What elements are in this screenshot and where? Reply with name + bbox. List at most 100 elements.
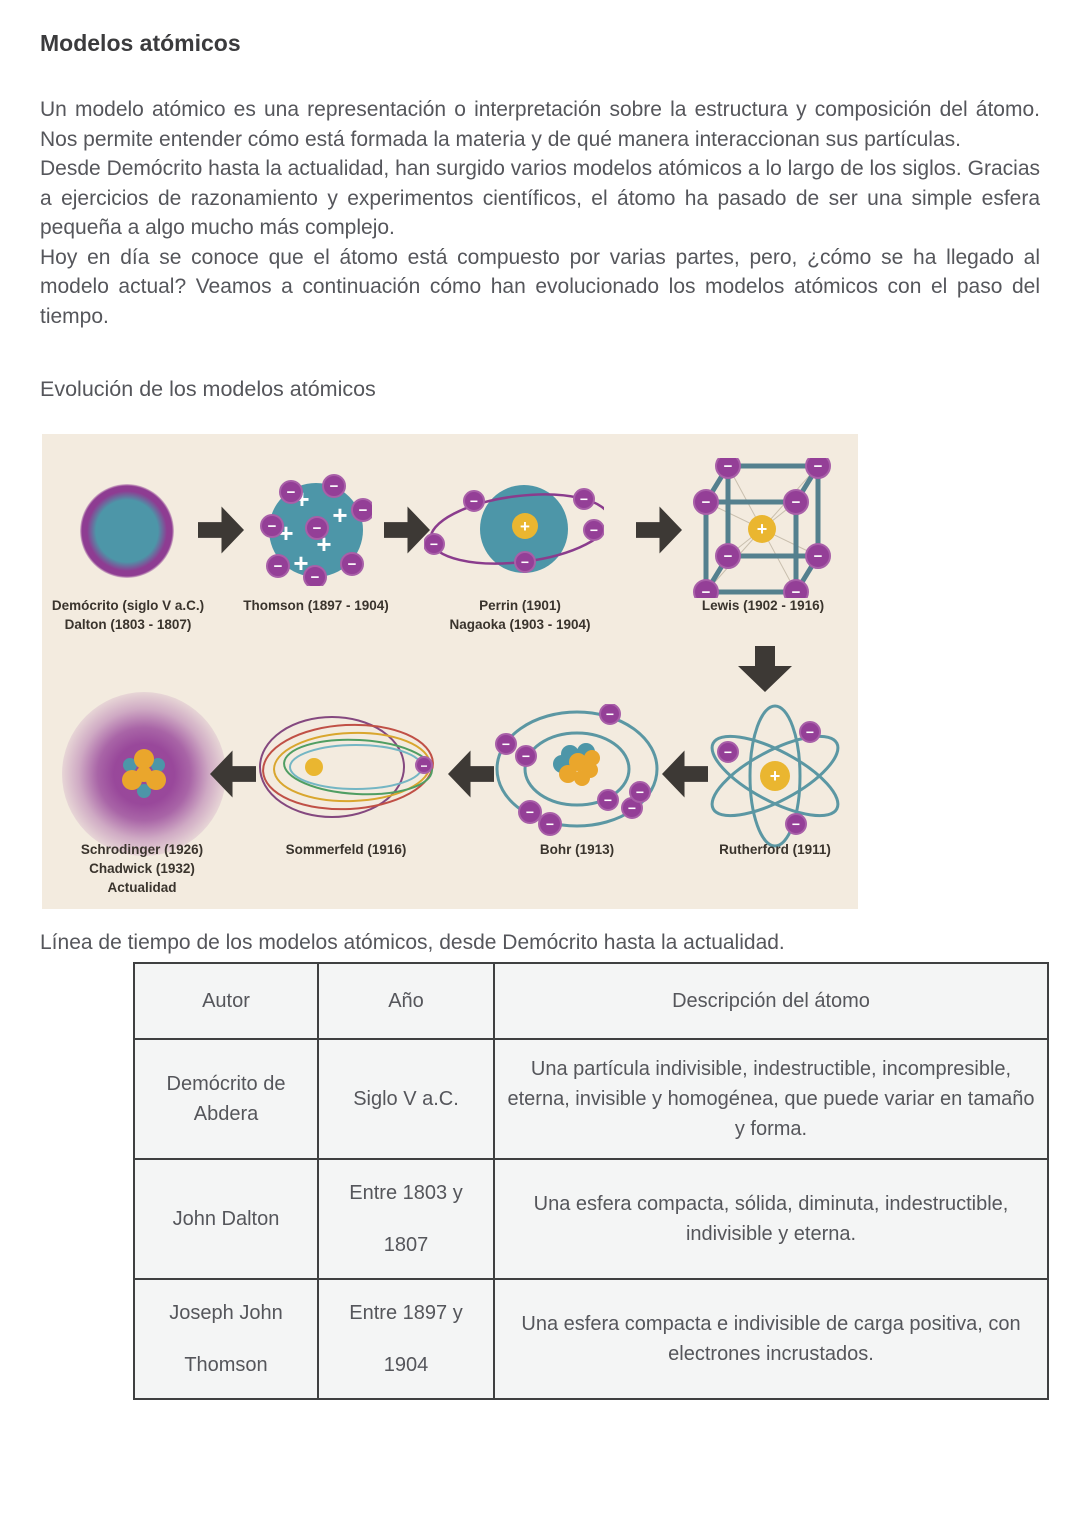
- svg-text:−: −: [268, 518, 277, 535]
- cell-line: Demócrito de: [166, 1073, 286, 1095]
- bohr-model: − − − − − − − −: [495, 704, 659, 836]
- svg-text:−: −: [724, 744, 732, 760]
- svg-text:−: −: [522, 748, 530, 764]
- cell-line: 1807: [383, 1234, 429, 1256]
- paragraphs: Un modelo atómico es una representación …: [40, 95, 1040, 331]
- author-cell: Demócrito de Abdera: [133, 1038, 319, 1160]
- perrin-nagaoka-model: + − − − − −: [424, 485, 604, 573]
- description-cell: Una esfera compacta e indivisible de car…: [493, 1278, 1049, 1400]
- model-label-line: Demócrito (siglo V a.C.): [51, 598, 205, 613]
- svg-text:−: −: [724, 458, 733, 475]
- description-cell: Una esfera compacta, sólida, diminuta, i…: [493, 1158, 1049, 1280]
- svg-text:−: −: [430, 536, 438, 552]
- cell-line: Thomson: [184, 1354, 268, 1376]
- svg-text:−: −: [330, 478, 339, 495]
- model-label-line: Dalton (1803 - 1807): [64, 617, 192, 632]
- table-header-cell: Año: [317, 962, 495, 1040]
- svg-text:−: −: [590, 522, 598, 538]
- table-row: Demócrito de Abdera Siglo V a.C. Una partíc…: [133, 1038, 1049, 1160]
- lewis-model: + − − − − − − − −: [693, 458, 831, 598]
- cell-line: John Dalton: [172, 1208, 280, 1230]
- year-cell: Siglo V a.C.: [317, 1038, 495, 1160]
- arrow-left-icon: [210, 750, 256, 798]
- model-label: Schrodinger (1926) Chadwick (1932) Actuali…: [42, 840, 242, 897]
- model-label-line: Rutherford (1911): [719, 842, 831, 857]
- arrow-right-icon: [636, 506, 682, 554]
- model-label-line: Thomson (1897 - 1904): [243, 598, 389, 613]
- democritus-dalton-model: [80, 484, 174, 578]
- model-label: Thomson (1897 - 1904): [216, 596, 416, 615]
- svg-text:−: −: [313, 520, 322, 537]
- sommerfeld-model: −: [259, 716, 434, 818]
- model-label: Demócrito (siglo V a.C.) Dalton (1803 - 1…: [42, 596, 226, 634]
- table-header-cell: Descripción del átomo: [493, 962, 1049, 1040]
- table-body: Demócrito de Abdera Siglo V a.C. Una partíc…: [133, 1038, 1049, 1400]
- svg-text:+: +: [520, 517, 530, 536]
- cell-line: Joseph John: [169, 1302, 283, 1324]
- document-page: Modelos atómicos Un modelo atómico es un…: [40, 30, 1049, 1400]
- model-label-line: Chadwick (1932): [89, 861, 195, 876]
- arrow-left-icon: [662, 750, 708, 798]
- svg-text:+: +: [293, 548, 308, 578]
- svg-text:−: −: [311, 569, 320, 586]
- svg-text:+: +: [770, 766, 781, 786]
- svg-text:−: −: [792, 816, 800, 832]
- arrow-left-icon: [448, 750, 494, 798]
- svg-text:−: −: [274, 558, 283, 575]
- rutherford-model: + − − −: [710, 704, 840, 848]
- svg-text:−: −: [287, 484, 296, 501]
- model-label-line: Lewis (1902 - 1916): [701, 598, 825, 613]
- model-label: Perrin (1901) Nagaoka (1903 - 1904): [420, 596, 620, 634]
- svg-text:−: −: [359, 502, 368, 519]
- model-label: Sommerfeld (1916): [246, 840, 446, 859]
- svg-text:−: −: [628, 800, 636, 816]
- table-header-cell: Autor: [133, 962, 319, 1040]
- cell-line: Entre 1803 y: [349, 1182, 463, 1204]
- svg-text:−: −: [636, 784, 644, 800]
- svg-text:−: −: [792, 584, 801, 598]
- year-cell: Entre 1897 y 1904: [317, 1278, 495, 1400]
- svg-text:−: −: [702, 584, 711, 598]
- svg-text:−: −: [792, 494, 801, 511]
- table-row: Joseph John Thomson Entre 1897 y 1904 Una es…: [133, 1278, 1049, 1400]
- model-label-line: Sommerfeld (1916): [285, 842, 407, 857]
- svg-text:−: −: [606, 706, 614, 722]
- svg-text:+: +: [757, 519, 768, 539]
- svg-text:−: −: [470, 493, 478, 509]
- nucleus-cluster: [122, 749, 166, 798]
- thomson-model: + + + + + − − − − − − − −: [260, 474, 372, 586]
- svg-text:−: −: [420, 759, 427, 773]
- model-label: Rutherford (1911): [675, 840, 858, 859]
- author-cell: John Dalton: [133, 1158, 319, 1280]
- schrodinger-model: [62, 692, 226, 856]
- svg-text:−: −: [814, 458, 823, 475]
- svg-text:−: −: [580, 491, 588, 507]
- atomic-models-table: Autor Año Descripción del átomo Demócrito …: [133, 962, 1049, 1400]
- section-heading: Evolución de los modelos atómicos: [40, 377, 376, 401]
- cell-line: Entre 1897 y: [349, 1302, 463, 1324]
- atomic-models-diagram: + + + + + − − − − − − − − +: [42, 434, 858, 909]
- paragraph: Un modelo atómico es una representación …: [40, 98, 1040, 151]
- model-label-line: Nagaoka (1903 - 1904): [449, 617, 591, 632]
- svg-text:−: −: [546, 816, 554, 832]
- description-cell: Una partícula indivisible, indestructibl…: [493, 1038, 1049, 1160]
- page-title: Modelos atómicos: [40, 30, 241, 56]
- cell-line: Abdera: [193, 1103, 259, 1125]
- model-label-line: Perrin (1901): [479, 598, 561, 613]
- svg-text:−: −: [702, 494, 711, 511]
- svg-text:−: −: [348, 556, 357, 573]
- svg-text:−: −: [521, 554, 529, 570]
- cell-line: Siglo V a.C.: [353, 1088, 459, 1110]
- model-label-line: Actualidad: [107, 880, 177, 895]
- paragraph: Hoy en día se conoce que el átomo está c…: [40, 245, 1040, 328]
- table-header-row: Autor Año Descripción del átomo: [133, 962, 1049, 1040]
- svg-text:−: −: [724, 548, 733, 565]
- svg-text:+: +: [332, 500, 347, 530]
- arrow-right-icon: [384, 506, 430, 554]
- author-cell: Joseph John Thomson: [133, 1278, 319, 1400]
- model-label: Lewis (1902 - 1916): [663, 596, 858, 615]
- cell-line: 1904: [383, 1354, 429, 1376]
- svg-text:−: −: [814, 548, 823, 565]
- table-row: John Dalton Entre 1803 y 1807 Una esfera co…: [133, 1158, 1049, 1280]
- table-caption: Línea de tiempo de los modelos atómicos,…: [40, 931, 785, 954]
